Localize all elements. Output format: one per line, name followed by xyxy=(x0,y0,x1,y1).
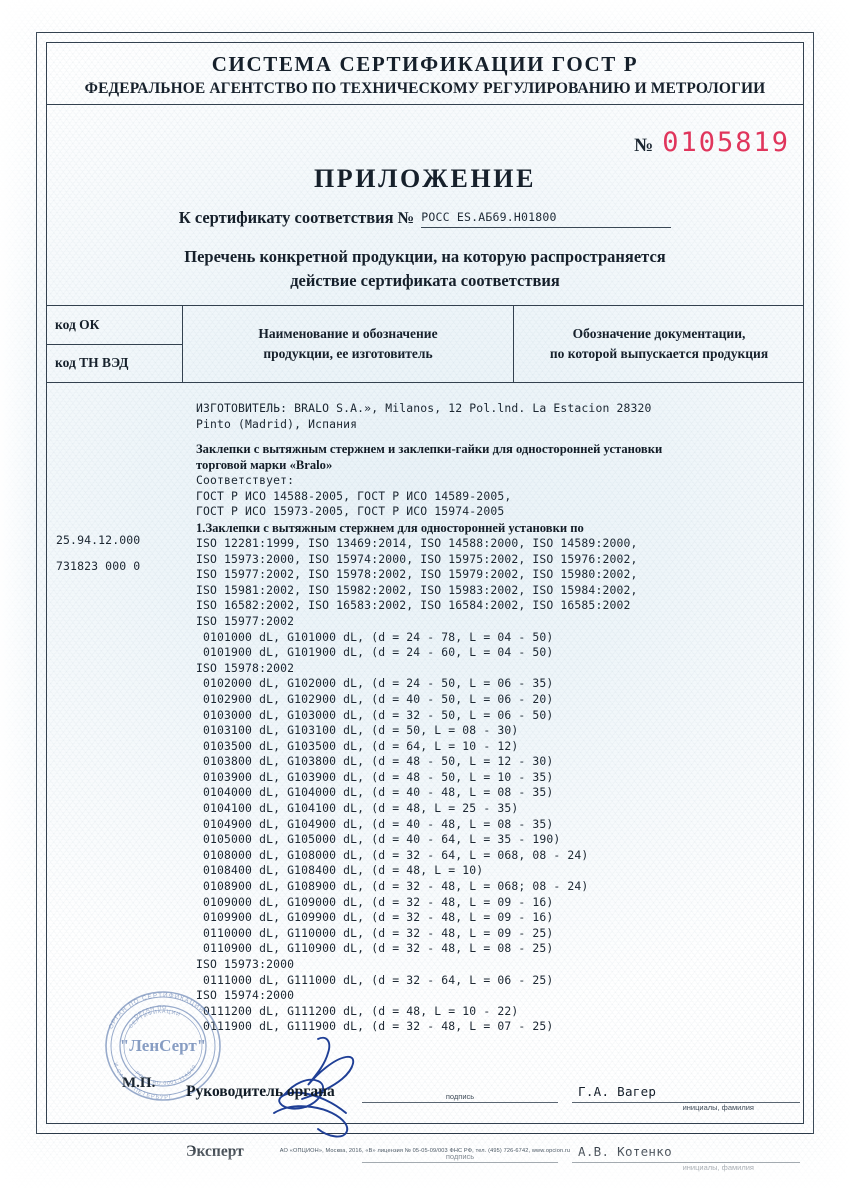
product-description-column: ИЗГОТОВИТЕЛЬ: BRALO S.A.», Milanos, 12 P… xyxy=(196,401,800,1035)
manufacturer-line-1: ИЗГОТОВИТЕЛЬ: BRALO S.A.», Milanos, 12 P… xyxy=(196,401,652,415)
listing-line: ISO 15974:2000 xyxy=(196,988,295,1003)
svg-text:ОРГАН ПО: ОРГАН ПО xyxy=(133,1005,167,1020)
gost-line-2: ГОСТ Р ИСО 15973-2005, ГОСТ Р ИСО 15974-… xyxy=(196,504,505,519)
codes-column: 25.94.12.000 731823 000 0 xyxy=(56,527,186,580)
listing-line: ISO 15977:2002, ISO 15978:2002, ISO 1597… xyxy=(196,567,638,582)
spacer xyxy=(196,432,800,441)
signature-name-wrap-expert: А.В. Котенко инициалы, фамилия xyxy=(572,1121,800,1172)
signature-title-head: Руководитель органа xyxy=(186,1083,335,1100)
listing-line: 0104000 dL, G104000 dL, (d = 40 - 48, L … xyxy=(196,785,554,800)
product-item-1: 1.Заклепки с вытяжным стержнем для однос… xyxy=(196,520,584,535)
listing-line: 0111000 dL, G111000 dL, (d = 32 - 64, L … xyxy=(196,972,554,987)
signature-name-caption-head: инициалы, фамилия xyxy=(682,1103,754,1112)
listing-line: 0103500 dL, G103500 dL, (d = 64, L = 10 … xyxy=(196,738,519,753)
certificate-reference: К сертификату соответствия № РОСС ES.АБ6… xyxy=(46,208,804,228)
table-header-product-name: Наименование и обозначение продукции, ее… xyxy=(183,306,514,382)
page-subtitle: Перечень конкретной продукции, на котору… xyxy=(46,245,804,293)
listing-line: 0102900 dL, G102900 dL, (d = 40 - 50, L … xyxy=(196,691,554,706)
listing-line: 0103900 dL, G103900 dL, (d = 48 - 50, L … xyxy=(196,769,554,784)
listing-line: 0104100 dL, G104100 dL, (d = 48, L = 25 … xyxy=(196,801,519,816)
signature-row-expert: Эксперт подпись А.В. Котенко инициалы, ф… xyxy=(186,1121,800,1172)
svg-text:ОРГАН ПО СЕРТИФИКАЦИИ: ОРГАН ПО СЕРТИФИКАЦИИ xyxy=(107,992,205,1030)
listing-line: ISO 15977:2002 xyxy=(196,613,295,628)
listing-line: ISO 15978:2002 xyxy=(196,660,295,675)
table-header-doc-line-2: по которой выпускается продукция xyxy=(549,346,769,361)
listing-line: 0111900 dL, G111900 dL, (d = 32 - 48, L … xyxy=(196,1019,554,1034)
listing-line: ISO 15973:2000, ISO 15974:2000, ISO 1597… xyxy=(196,551,638,566)
signature-row-head: Руководитель органа подпись Г.А. Вагер и… xyxy=(186,1061,800,1112)
signature-caption-head: подпись xyxy=(445,1092,475,1101)
listing-line: 0105000 dL, G105000 dL, (d = 40 - 64, L … xyxy=(196,832,561,847)
listing-line: 0103000 dL, G103000 dL, (d = 32 - 50, L … xyxy=(196,707,554,722)
listing-line: ISO 12281:1999, ISO 13469:2014, ISO 1458… xyxy=(196,535,638,550)
certificate-number-row: № 0105819 xyxy=(46,105,804,158)
manufacturer-line-2: Pinto (Madrid), Испания xyxy=(196,416,358,431)
table-body: 25.94.12.000 731823 000 0 ИЗГОТОВИТЕЛЬ: … xyxy=(46,383,804,1172)
svg-text:СЕРТИФИКАЦИИ: СЕРТИФИКАЦИИ xyxy=(128,1009,181,1030)
signature-name-caption-expert: инициалы, фамилия xyxy=(682,1163,754,1172)
seal-mp-label: М.П. xyxy=(122,1075,156,1091)
product-listing-block: ISO 15977:2002 0101000 dL, G101000 dL, (… xyxy=(196,614,800,1035)
product-table-header: код ОК код ТН ВЭД Наименование и обознач… xyxy=(46,305,804,383)
header-system-title: СИСТЕМА СЕРТИФИКАЦИИ ГОСТ Р xyxy=(211,52,639,76)
listing-line: 0103100 dL, G103100 dL, (d = 50, L = 08 … xyxy=(196,723,519,738)
listing-line: 0108900 dL, G108900 dL, (d = 32 - 48, L … xyxy=(196,879,589,894)
signature-name-wrap-head: Г.А. Вагер инициалы, фамилия xyxy=(572,1061,800,1112)
document-content: СИСТЕМА СЕРТИФИКАЦИИ ГОСТ Р ФЕДЕРАЛЬНОЕ … xyxy=(46,42,804,1172)
listing-line: 0111200 dL, G111200 dL, (d = 48, L = 10 … xyxy=(196,1003,519,1018)
listing-line: 0102000 dL, G102000 dL, (d = 24 - 50, L … xyxy=(196,676,554,691)
listing-line: ISO 15973:2000 xyxy=(196,957,295,971)
product-name-line-2: торговой марки «Bralo» xyxy=(196,458,333,473)
conforms-label: Соответствует: xyxy=(196,473,295,488)
subtitle-line-2: действие сертификата соответствия xyxy=(290,270,560,290)
number-sign-icon: № xyxy=(634,135,654,156)
listing-line: ISO 16582:2002, ISO 16583:2002, ISO 1658… xyxy=(196,598,631,613)
listing-line: 0101000 dL, G101000 dL, (d = 24 - 78, L … xyxy=(196,629,554,644)
table-header-product-line-2: продукции, ее изготовитель xyxy=(263,346,433,361)
iso-standards-block: ISO 12281:1999, ISO 13469:2014, ISO 1458… xyxy=(196,536,800,614)
table-header-documentation: Обозначение документации, по которой вып… xyxy=(514,306,804,382)
subtitle-line-1: Перечень конкретной продукции, на котору… xyxy=(184,247,666,266)
listing-line: 0108000 dL, G108000 dL, (d = 32 - 64, L … xyxy=(196,847,589,862)
header-agency-title: ФЕДЕРАЛЬНОЕ АГЕНТСТВО ПО ТЕХНИЧЕСКОМУ РЕ… xyxy=(84,80,766,97)
seal-brand-text: "ЛенСерт" xyxy=(120,1036,206,1055)
ok-code-value: 25.94.12.000 xyxy=(56,533,141,547)
product-name-line-1: Заклепки с вытяжным стержнем и заклепки-… xyxy=(196,442,663,457)
listing-line: 0104900 dL, G104900 dL, (d = 40 - 48, L … xyxy=(196,816,554,831)
page-footer: АО «ОПЦИОН», Москва, 2016, «В» лицензия … xyxy=(279,1148,571,1154)
signature-line-expert: подпись xyxy=(362,1121,558,1163)
table-header-tnved-code: код ТН ВЭД xyxy=(55,355,129,371)
certificate-number-value: 0105819 xyxy=(662,127,790,158)
listing-line: 0101900 dL, G101900 dL, (d = 24 - 60, L … xyxy=(196,645,554,660)
tnved-code-value: 731823 000 0 xyxy=(56,559,141,574)
listing-line: 0103800 dL, G103800 dL, (d = 48 - 50, L … xyxy=(196,754,554,769)
listing-line: 0108400 dL, G108400 dL, (d = 48, L = 10) xyxy=(196,863,484,878)
certificate-reference-value: РОСС ES.АБ69.Н01800 xyxy=(421,210,557,224)
table-column-codes: код ОК код ТН ВЭД xyxy=(46,306,183,382)
signature-name-head: Г.А. Вагер xyxy=(578,1084,657,1099)
certificate-reference-field: РОСС ES.АБ69.Н01800 xyxy=(421,208,672,228)
signature-line-head: подпись xyxy=(362,1061,558,1103)
table-header-product-line-1: Наименование и обозначение xyxy=(258,325,438,341)
page-title: ПРИЛОЖЕНИЕ xyxy=(313,164,537,193)
gost-line-1: ГОСТ Р ИСО 14588-2005, ГОСТ Р ИСО 14589-… xyxy=(196,488,512,503)
certificate-reference-label: К сертификату соответствия № xyxy=(178,208,415,227)
listing-line: 0110000 dL, G110000 dL, (d = 32 - 48, L … xyxy=(196,925,554,940)
listing-line: 0109900 dL, G109900 dL, (d = 32 - 48, L … xyxy=(196,910,554,925)
document-header: СИСТЕМА СЕРТИФИКАЦИИ ГОСТ Р ФЕДЕРАЛЬНОЕ … xyxy=(46,42,804,105)
listing-line: 0110900 dL, G110900 dL, (d = 32 - 48, L … xyxy=(196,941,554,956)
table-header-doc-line-1: Обозначение документации, xyxy=(572,325,746,341)
table-header-ok-code: код ОК xyxy=(46,306,182,345)
listing-line: ISO 15981:2002, ISO 15982:2002, ISO 1598… xyxy=(196,582,638,597)
listing-line: 0109000 dL, G109000 dL, (d = 32 - 48, L … xyxy=(196,894,554,909)
